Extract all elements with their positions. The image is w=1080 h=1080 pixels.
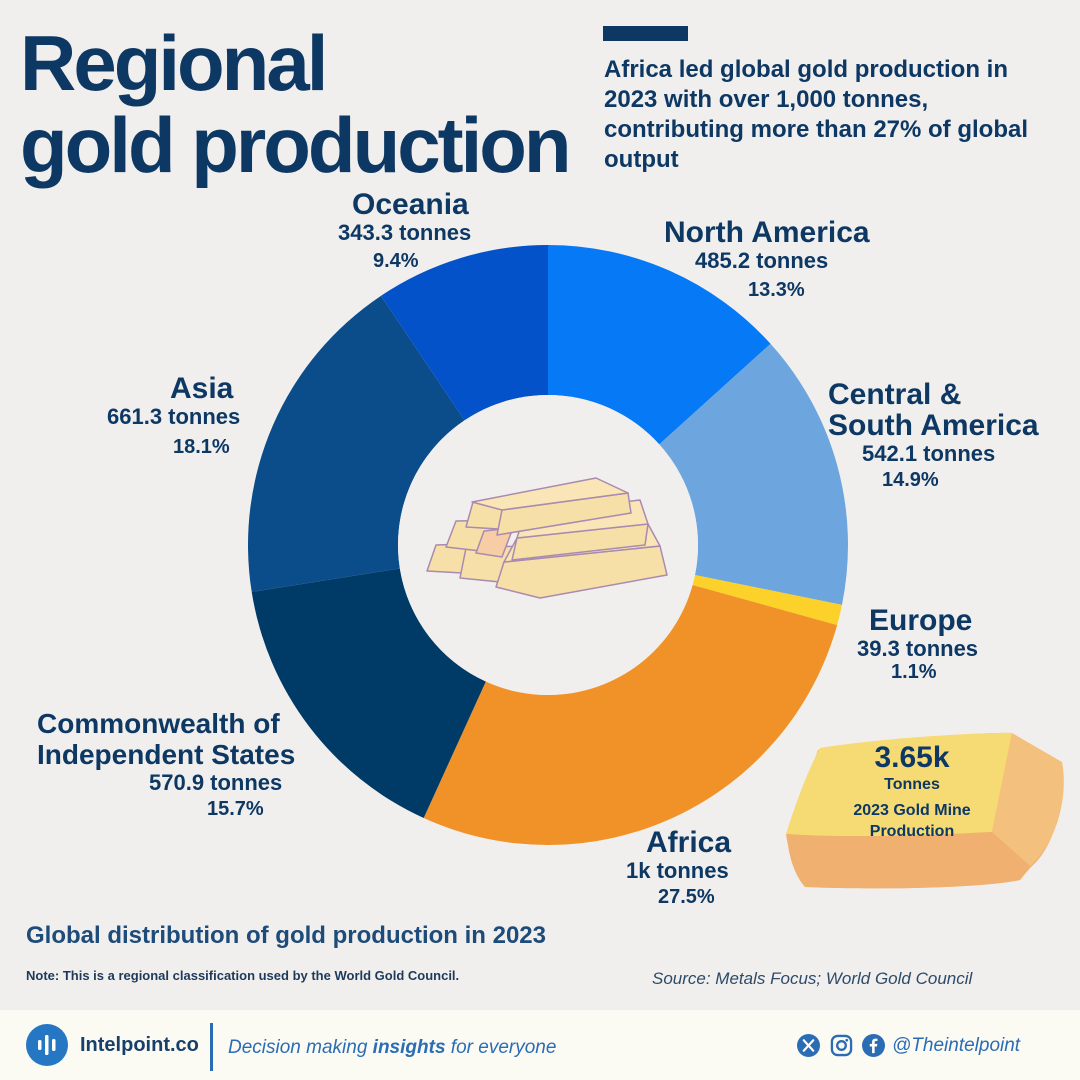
slice-north-america [548,245,771,445]
slice-asia [247,295,465,592]
asia-name: Asia [170,372,234,405]
subtitle: Africa led global gold production in 202… [604,56,1029,173]
cis-name-1: Commonwealth of [37,708,280,739]
central-south-america-pct: 14.9% [882,469,939,491]
title-line-2: gold production [20,101,572,189]
tagline: Decision making insights for everyone [228,1037,556,1059]
central-south-america-name-1: Central & [828,378,962,411]
brand-name[interactable]: Intelpoint.co [80,1034,199,1056]
label-europe: Europe 39.3 tonnes 1.1% [857,605,978,682]
africa-value: 1k tonnes [626,858,729,883]
asia-value: 661.3 tonnes [107,404,241,429]
oceania-name: Oceania [352,188,469,221]
label-north-america: North America 485.2 tonnes 13.3% [664,217,870,303]
cis-value: 570.9 tonnes [149,770,283,795]
central-south-america-name-2: South America [828,409,1039,442]
africa-name: Africa [646,826,732,859]
tagline-post: for everyone [445,1037,557,1058]
oceania-value: 343.3 tonnes [338,220,472,245]
slice-oceania [380,245,548,421]
label-oceania: Oceania 343.3 tonnes 9.4% [338,189,471,274]
slice-commonwealth-of-independent-states [251,568,486,819]
donut-slices [247,245,849,846]
total-unit: Tonnes [884,776,940,793]
europe-name: Europe [869,604,973,637]
europe-value: 39.3 tonnes [857,636,979,661]
slice-africa [423,585,838,846]
title-line-1: Regional [20,19,328,107]
gold-bar-icon [786,732,1064,889]
cis-pct: 15.7% [207,798,264,820]
slice-central-south-america [659,343,849,605]
oceania-pct: 9.4% [373,250,419,272]
tagline-bold: insights [372,1037,446,1058]
chart-caption: Global distribution of gold production i… [26,922,546,949]
north-america-name: North America [664,216,870,249]
total-callout: 3.65k Tonnes 2023 Gold Mine Production [806,740,1018,842]
gold-bars-icon [426,477,668,599]
europe-pct: 1.1% [891,661,937,683]
footer-divider [210,1023,213,1071]
total-value: 3.65k [874,741,950,774]
footer: Intelpoint.co Decision making insights f… [0,1010,1080,1080]
cis-name-2: Independent States [37,739,296,770]
north-america-pct: 13.3% [748,279,805,301]
accent-bar [603,26,688,41]
x-icon[interactable] [797,1034,820,1057]
africa-pct: 27.5% [658,886,715,908]
social-handle[interactable]: @Theintelpoint [892,1035,1021,1056]
note: Note: This is a regional classification … [26,968,460,983]
label-cis: Commonwealth of Independent States 570.9… [37,708,295,822]
total-desc-1: 2023 Gold Mine [853,802,971,819]
central-south-america-value: 542.1 tonnes [862,441,996,466]
total-desc-2: Production [869,823,955,840]
page-title: Regional gold production [20,19,572,189]
label-central-south-america: Central & South America 542.1 tonnes 14.… [828,379,1039,493]
label-asia: Asia 661.3 tonnes 18.1% [107,373,240,460]
slice-europe [692,574,842,626]
instagram-icon[interactable] [830,1034,853,1057]
source: Source: Metals Focus; World Gold Council [652,969,973,988]
north-america-value: 485.2 tonnes [695,248,829,273]
facebook-icon[interactable] [862,1034,885,1057]
label-africa: Africa 1k tonnes 27.5% [626,827,731,910]
intelpoint-logo-icon[interactable] [26,1024,68,1066]
asia-pct: 18.1% [173,436,230,458]
tagline-pre: Decision making [228,1037,373,1058]
